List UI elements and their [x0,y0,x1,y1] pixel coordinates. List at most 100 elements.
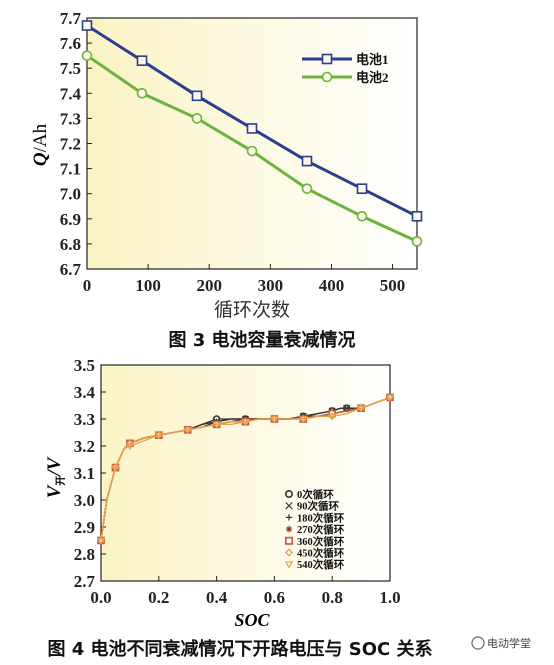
y-tick-label: 3.1 [74,464,95,483]
figure-caption-3: 图 3 电池容量衰减情况 [168,329,355,351]
legend2-entry-2: 90次循环 [285,500,339,513]
x-tick-label: 0.4 [206,588,228,607]
ocv-data-point [183,427,192,434]
y-label-main-2: V [44,484,65,498]
y-tick-label: 3.0 [74,491,95,510]
legend2-entry-5: 360次循环 [284,535,345,548]
legend2-label: 180次循环 [297,511,345,524]
y-tick-label: 2.9 [74,518,95,537]
svg-text:V开/V: V开/V [44,456,67,498]
y-tick-label: 6.9 [60,210,81,229]
data-point [136,88,148,99]
watermark-icon [471,636,485,650]
y-tick-label: 7.4 [60,84,82,103]
data-point [356,183,368,194]
data-point [411,236,423,247]
x-tick-label: 300 [258,276,284,295]
plot-area-2 [101,365,390,581]
x-tick-label: 0.0 [90,588,111,607]
y-tick-label: 6.7 [60,260,82,279]
legend2-marker [284,548,294,557]
legend2-marker [285,502,293,510]
y-tick-label: 3.3 [74,410,95,429]
x-tick-label: 0.2 [148,588,169,607]
data-point [301,183,313,194]
capacity-fade-chart: 6.7 6.8 6.9 7.0 7.1 7.2 7.3 7.4 7.5 7.6 7.7 0 100 200… [30,9,423,351]
ocv-data-point [357,405,366,413]
legend-entry-2: 电池2 [302,70,389,85]
ocv-data-point [385,394,395,402]
ocv-data-point [270,416,279,424]
y-tick-label: 7.0 [60,185,81,204]
x-tick-label: 0 [83,276,92,295]
legend2-entry-4: 270次循环 [285,523,345,536]
figure-caption-4: 图 4 电池不同衰减情况下开路电压与 SOC 关系 [47,638,432,660]
legend2-entry-7: 540次循环 [284,558,345,571]
y-tick-label: 2.7 [74,572,96,591]
y-tick-label: 2.8 [74,545,95,564]
ocv-series-line-7 [100,396,391,541]
legend-marker [321,71,333,83]
data-point [411,210,423,222]
y-tick-label: 7.7 [60,9,82,28]
ocv-data-point [125,443,134,451]
ocv-data-point [154,432,163,440]
y-tick-label: 3.2 [74,437,95,456]
y-label-sub-2: 开 [55,476,67,486]
legend2-entry-3: 180次循环 [285,511,345,524]
legend-label: 电池1 [356,52,389,67]
y-tick-label: 7.6 [60,34,81,53]
x-tick-label: 200 [196,276,222,295]
data-point [191,113,203,124]
legend2-label: 360次循环 [297,535,345,548]
x-tick-label: 100 [135,276,161,295]
data-point [246,145,258,157]
legend2-label: 270次循环 [297,523,345,536]
data-point [301,155,313,167]
x-axis-label-2: SOC [234,610,270,630]
legend2-marker [285,525,293,533]
watermark-text: 电动学堂 [487,636,531,650]
y-axis-label-2: V开/V [44,456,67,498]
data-point [356,210,368,222]
legend2-label: 90次循环 [297,500,339,513]
data-point [81,20,93,31]
y-axis-label-1: Q/Ah [30,123,51,166]
legend2-entry-1: 0次循环 [284,488,334,501]
x-tick-label: 1.0 [379,588,400,607]
legend-entry-1: 电池1 [302,52,389,67]
legend2-marker [284,536,293,545]
data-point [136,55,148,66]
legend2-marker [285,514,293,521]
ocv-data-point [111,464,120,472]
y-label-unit-2: /V [44,456,65,477]
y-tick-label: 7.3 [60,109,81,128]
ocv-data-point [299,416,308,424]
legend2-label: 0次循环 [297,488,334,501]
watermark: 电动学堂 [471,636,531,650]
y-tick-label: 6.8 [60,235,81,254]
ocv-data-point [212,421,221,429]
legend2-label: 540次循环 [297,558,345,571]
x-tick-label: 0.6 [264,588,285,607]
legend2-label: 450次循环 [297,547,345,560]
legend2-marker [284,561,294,569]
legend-label: 电池2 [356,70,389,85]
y-tick-label: 3.4 [74,383,96,402]
y-label-main-1: Q [30,152,51,166]
y-label-unit-1: /Ah [30,123,51,152]
ocv-soc-chart: 2.7 2.8 2.9 3.0 3.1 3.2 3.3 3.4 3.5 0.0 0.2 0.4 0.6 0… [44,356,433,660]
x-tick-label: 400 [319,276,345,295]
x-tick-label: 0.8 [322,588,343,607]
ocv-data-point [96,537,106,545]
data-point [191,90,203,102]
y-tick-label: 7.2 [60,135,81,154]
ocv-data-point [241,419,250,426]
x-axis-label-1: 循环次数 [214,299,290,321]
y-tick-label: 7.5 [60,59,81,78]
y-tick-label: 7.1 [60,160,81,179]
data-point [246,123,258,134]
svg-text:Q/Ah: Q/Ah [30,123,51,166]
data-point [81,50,93,61]
